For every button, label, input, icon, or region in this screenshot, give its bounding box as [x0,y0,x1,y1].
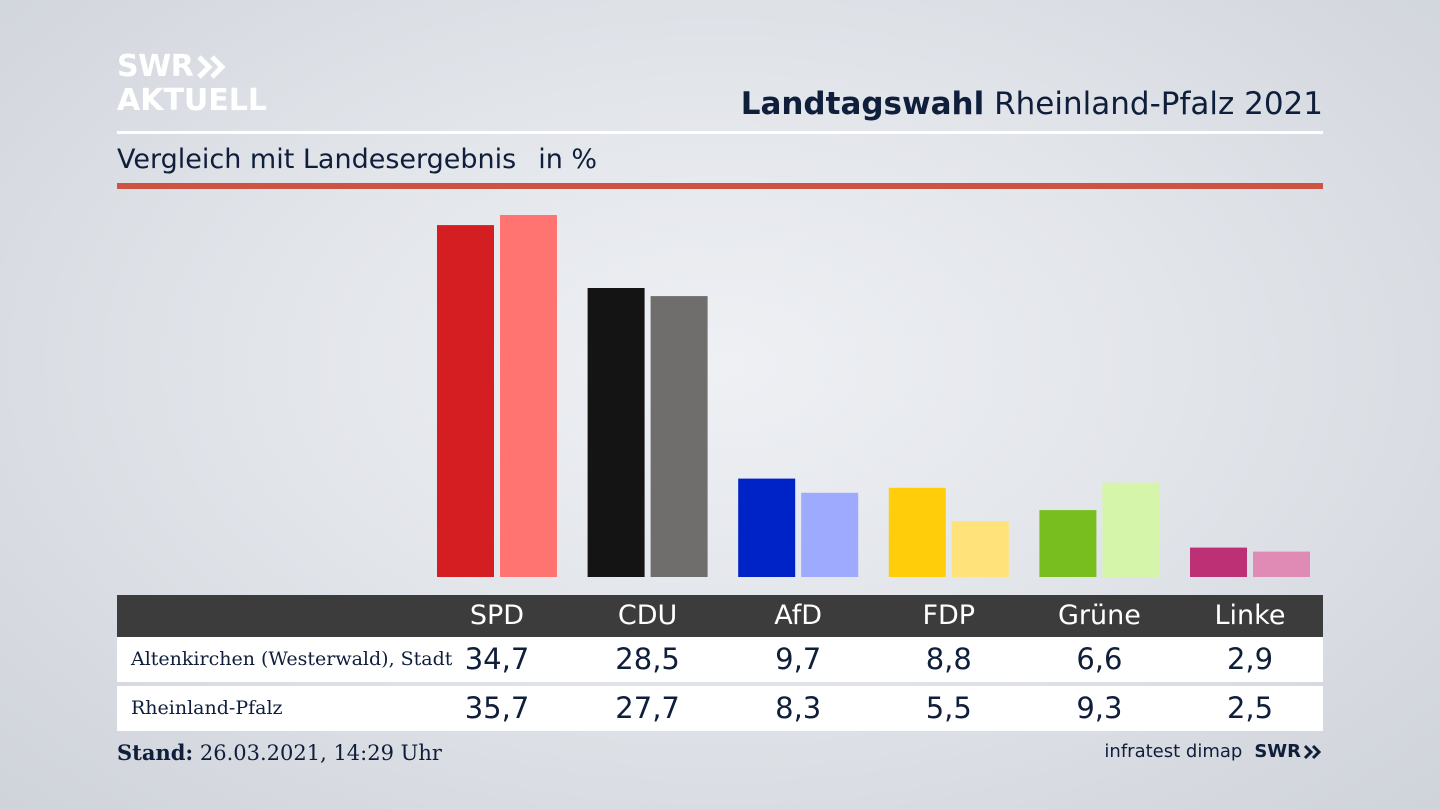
logo-line2: AKTUELL [117,83,268,118]
value-cell: 9,3 [1076,691,1123,725]
double-chevron-icon [197,55,226,79]
value-cell: 2,5 [1226,691,1274,725]
table-row: Rheinland-Pfalz 35,7 27,7 8,3 5,5 9,3 2,5 [117,686,1323,731]
stand-timestamp: Stand: 26.03.2021, 14:29 Uhr [117,740,442,765]
swr-aktuell-logo: SWR AKTUELL [117,52,267,116]
bar-linke-local [1190,547,1247,577]
bar-spd-local [437,225,494,577]
subtitle-text: Vergleich mit Landesergebnis [117,144,517,175]
results-table: SPD CDU AfD FDP Grüne Linke Altenkirchen (Wes… [117,595,1323,731]
logo-line1: SWR [117,49,194,84]
value-cell: 28,5 [615,642,680,676]
chart-subtitle: Vergleich mit Landesergebnis in % [117,144,597,175]
title-rest: Rheinland-Pfalz 2021 [984,86,1323,122]
table-header-row: SPD CDU AfD FDP Grüne Linke [117,595,1323,637]
bar-afd-local [738,478,796,577]
value-cell: 6,6 [1076,642,1123,676]
value-cell: 27,7 [615,691,680,725]
title-bold: Landtagswahl [740,86,985,122]
column-header: CDU [617,600,678,631]
stand-label: Stand: [117,740,194,765]
page-title: Landtagswahl Rheinland-Pfalz 2021 [741,86,1323,122]
accent-rule [117,183,1323,189]
row-label: Rheinland-Pfalz [131,697,283,719]
value-cell: 2,9 [1226,642,1274,676]
subtitle-unit: in % [538,144,598,175]
column-header: Grüne [1057,600,1141,631]
value-cell: 8,3 [775,691,822,725]
value-cell: 35,7 [464,691,530,725]
bar-spd-state [500,215,557,577]
column-header: Linke [1214,600,1286,631]
column-header: SPD [469,600,525,631]
swr-brand: SWR [1254,741,1301,762]
value-cell: 9,7 [775,642,822,676]
bar-cdu-local [587,288,645,577]
source-text: infratest dimap [1104,741,1243,762]
bar-fdp-state [951,521,1009,577]
value-cell: 8,8 [925,642,972,676]
bar-afd-state [801,492,859,577]
bar-linke-state [1253,551,1310,577]
header-divider [117,131,1323,134]
source-credit: infratest dimap SWR [1104,741,1323,762]
bar-grne-local [1039,510,1097,577]
row-label: Altenkirchen (Westerwald), Stadt [131,648,453,670]
table-row: Altenkirchen (Westerwald), Stadt 34,7 28,… [117,637,1323,682]
bar-fdp-local [888,487,946,577]
bar-cdu-state [650,296,708,577]
column-header: FDP [922,600,976,631]
value-cell: 5,5 [925,691,972,725]
stand-value: 26.03.2021, 14:29 Uhr [193,741,442,765]
double-chevron-icon [1303,744,1322,759]
bar-grne-state [1102,482,1160,577]
column-header: AfD [774,600,823,631]
value-cell: 34,7 [464,642,530,676]
